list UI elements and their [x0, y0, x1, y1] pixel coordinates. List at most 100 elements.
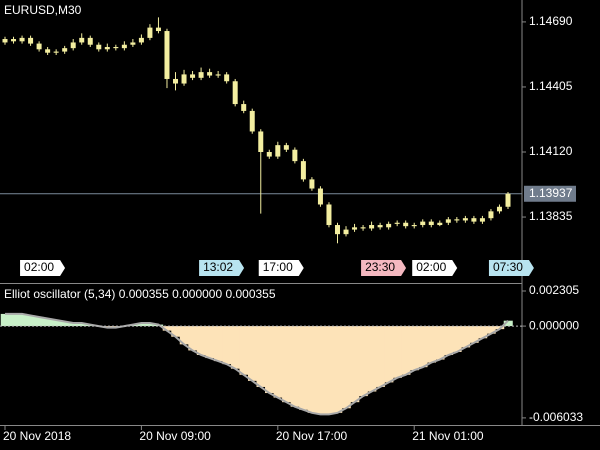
candle-body — [62, 48, 68, 52]
candle-body — [224, 74, 230, 82]
oscillator-bar — [273, 326, 283, 398]
oscillator-bar — [392, 326, 402, 378]
oscillator-bar — [282, 326, 292, 403]
candle-body — [36, 43, 42, 50]
oscillator-bar — [43, 318, 53, 327]
oscillator-bar — [265, 326, 275, 394]
oscillator-line — [5, 312, 509, 416]
time-marker-box — [361, 260, 407, 276]
oscillator-bar — [452, 326, 462, 352]
x-tick-label: 20 Nov 17:00 — [276, 429, 348, 443]
candle-body — [403, 222, 409, 227]
oscillator-bar — [34, 316, 44, 327]
candle-body — [420, 221, 426, 226]
candle-body — [428, 221, 434, 226]
time-marker-label: 02:00 — [24, 260, 54, 274]
candle-body — [19, 37, 25, 42]
oscillator-bar — [358, 326, 368, 397]
y-tick-label: 1.14690 — [529, 14, 573, 28]
oscillator-bar — [256, 326, 266, 387]
oscillator-bar — [333, 326, 343, 413]
time-marker-box — [488, 260, 534, 276]
last-price-label: 1.13937 — [529, 186, 573, 200]
oscillator-bar — [469, 326, 479, 343]
oscillator-bar — [196, 326, 206, 355]
oscillator-bar — [17, 313, 27, 327]
oscillator-bar — [145, 323, 155, 327]
time-marker: 07:30 — [488, 260, 534, 276]
time-marker-box — [258, 260, 304, 276]
time-marker-label: 23:30 — [365, 260, 395, 274]
candle-body — [352, 227, 358, 230]
candle-body — [488, 211, 494, 219]
candle-body — [437, 222, 443, 226]
oscillator-bar — [162, 326, 172, 331]
time-marker-label: 17:00 — [263, 260, 293, 274]
candle-body — [326, 204, 332, 226]
time-marker-label: 02:00 — [416, 260, 446, 274]
time-marker-box — [199, 260, 245, 276]
time-marker: 13:02 — [199, 260, 245, 276]
candle-body — [232, 81, 238, 105]
candle-body — [79, 37, 85, 43]
oscillator-bar — [461, 326, 471, 348]
candle-body — [215, 74, 221, 76]
candle-body — [462, 218, 468, 221]
candle-body — [411, 225, 417, 227]
candle-body — [130, 42, 136, 45]
candle-body — [207, 72, 213, 76]
oscillator-bar — [77, 323, 87, 327]
oscillator-bar — [307, 326, 317, 413]
candle-body — [181, 74, 187, 84]
oscillator-bar — [324, 326, 334, 415]
candle-body — [138, 37, 144, 43]
candle-body — [334, 225, 340, 235]
candle-body — [53, 51, 59, 53]
candle-body — [87, 37, 93, 45]
oscillator-bar — [350, 326, 360, 403]
oscillator-bar — [51, 320, 61, 327]
candle-body — [300, 161, 306, 180]
oscillator-bar — [290, 326, 300, 407]
oscillator-bar — [367, 326, 377, 392]
y-tick-label: -0.006033 — [529, 410, 583, 424]
oscillator-bar — [188, 326, 198, 351]
candle-body — [377, 225, 383, 228]
y-tick-label: 1.14405 — [529, 79, 573, 93]
oscillator-bar — [444, 326, 454, 355]
candle-body — [360, 227, 366, 229]
time-marker-label: 07:30 — [493, 260, 523, 274]
oscillator-bar — [0, 313, 10, 327]
indicator-title: Elliot oscillator (5,34) 0.000355 0.0000… — [4, 287, 276, 301]
time-marker: 02:00 — [20, 260, 66, 276]
candle-body — [317, 188, 323, 205]
candle-body — [28, 37, 34, 44]
candle-body — [496, 206, 502, 212]
candle-body — [309, 179, 315, 189]
candle-body — [394, 222, 400, 224]
oscillator-bar — [316, 326, 326, 415]
oscillator-bar — [60, 321, 70, 327]
oscillator-bar — [409, 326, 419, 371]
candle-body — [386, 223, 392, 228]
candle-body — [266, 151, 272, 157]
time-marker-box — [412, 260, 458, 276]
oscillator-bar — [401, 326, 411, 375]
time-marker: 23:30 — [361, 260, 407, 276]
candle-body — [369, 225, 375, 229]
candle-body — [241, 104, 247, 111]
oscillator-bar — [230, 326, 240, 369]
candle-body — [343, 229, 349, 235]
oscillator-bar — [375, 326, 385, 387]
candle-body — [155, 27, 161, 32]
oscillator-bar — [418, 326, 428, 368]
chart-title: EURUSD,M30 — [4, 3, 82, 17]
oscillator-bar — [179, 326, 189, 345]
oscillator-bar — [68, 323, 78, 327]
candle-body — [454, 219, 460, 221]
oscillator-bar — [341, 326, 351, 409]
candle-body — [505, 193, 511, 207]
candle-body — [275, 145, 281, 157]
oscillator-bar — [384, 326, 394, 383]
candle-body — [445, 219, 451, 223]
